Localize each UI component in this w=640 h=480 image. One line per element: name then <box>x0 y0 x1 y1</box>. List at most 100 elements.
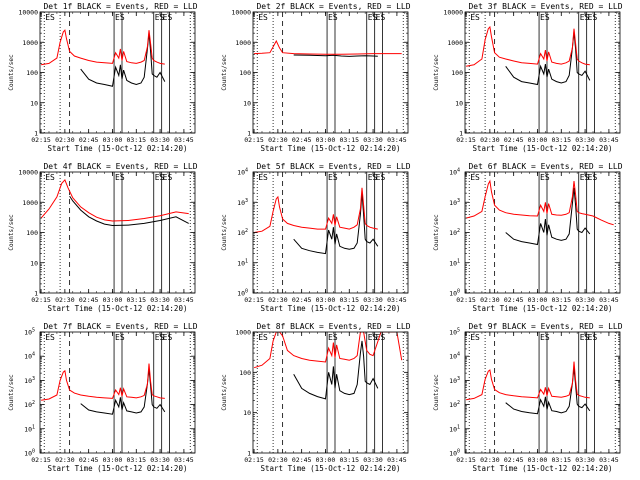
segment-label: ES <box>588 13 598 22</box>
y-tick-label: 102 <box>449 228 460 237</box>
y-tick-label: 1000 <box>235 39 251 47</box>
subplot-title: Det 2f BLACK = Events, RED = LLD <box>256 2 410 11</box>
y-tick-label: 100 <box>239 369 251 377</box>
x-tick-label: 03:15 <box>126 136 146 144</box>
segment-label: ES <box>115 13 125 22</box>
y-tick-label: 1 <box>247 130 251 138</box>
segment-label: ES <box>376 13 386 22</box>
segment-label: ES <box>328 13 338 22</box>
y-tick-label: 105 <box>24 328 35 337</box>
y-tick-exponent: 0 <box>457 289 460 295</box>
y-axis-title: Counts/sec <box>433 54 440 91</box>
segment-label: ES <box>258 173 268 182</box>
x-axis-title: Start Time (15-Oct-12 02:14:20) <box>261 304 401 313</box>
x-tick-label: 02:30 <box>268 456 288 464</box>
x-tick-label: 03:00 <box>528 296 548 304</box>
y-tick-label: 10000 <box>18 169 38 177</box>
y-tick-exponent: 3 <box>457 376 460 382</box>
x-tick-label: 02:45 <box>504 296 524 304</box>
y-tick-label: 103 <box>237 198 248 207</box>
y-axis-title: Counts/sec <box>221 374 228 411</box>
segment-label: ES <box>580 13 590 22</box>
y-tick-exponent: 3 <box>457 198 460 204</box>
y-tick-exponent: 5 <box>32 328 35 334</box>
x-tick-label: 02:45 <box>79 136 99 144</box>
y-tick-label: 101 <box>237 258 248 267</box>
x-tick-label: 03:45 <box>387 296 407 304</box>
x-axis-title: Start Time (15-Oct-12 02:14:20) <box>261 144 401 153</box>
x-tick-label: 03:30 <box>363 136 383 144</box>
lld-series-line <box>465 179 614 226</box>
lld-series-line <box>254 39 402 55</box>
segment-label: ES <box>470 13 480 22</box>
y-tick-label: 1000 <box>22 39 38 47</box>
y-tick-label: 1 <box>34 290 38 298</box>
x-tick-label: 03:15 <box>551 136 571 144</box>
y-tick-label: 100 <box>449 449 460 458</box>
subplot-title: Det 9f BLACK = Events, RED = LLD <box>468 322 622 331</box>
x-tick-label: 03:30 <box>575 136 595 144</box>
y-tick-label: 102 <box>237 228 248 237</box>
segment-label: ES <box>368 333 378 342</box>
x-axis-title: Start Time (15-Oct-12 02:14:20) <box>261 464 401 473</box>
x-tick-label: 03:00 <box>103 456 123 464</box>
segment-label: ES <box>163 333 173 342</box>
y-tick-exponent: 4 <box>32 352 35 358</box>
plot-frame <box>464 331 621 454</box>
y-tick-exponent: 3 <box>245 198 248 204</box>
x-tick-label: 02:15 <box>31 456 51 464</box>
plot-frame <box>252 11 409 134</box>
x-tick-label: 03:45 <box>599 296 619 304</box>
x-tick-label: 02:15 <box>456 456 476 464</box>
lld-series-line <box>253 332 403 369</box>
y-axis-title: Counts/sec <box>8 54 15 91</box>
y-tick-label: 1 <box>34 130 38 138</box>
subplot-title: Det 6f BLACK = Events, RED = LLD <box>468 162 622 171</box>
y-tick-label: 100 <box>239 69 251 77</box>
y-tick-exponent: 3 <box>32 376 35 382</box>
y-tick-label: 104 <box>237 168 248 177</box>
x-tick-label: 02:30 <box>268 136 288 144</box>
lld-series-line <box>40 178 189 222</box>
y-tick-exponent: 0 <box>245 289 248 295</box>
x-tick-label: 03:45 <box>599 136 619 144</box>
x-axis-title: Start Time (15-Oct-12 02:14:20) <box>473 464 613 473</box>
y-axis-title: Counts/sec <box>8 374 15 411</box>
y-tick-exponent: 4 <box>457 168 460 174</box>
x-tick-label: 03:30 <box>150 136 170 144</box>
y-tick-label: 10 <box>30 99 38 107</box>
x-tick-label: 02:15 <box>244 136 264 144</box>
segment-label: ES <box>376 333 386 342</box>
x-tick-label: 03:30 <box>150 296 170 304</box>
segment-label: ES <box>540 173 550 182</box>
y-tick-label: 104 <box>24 352 35 361</box>
y-tick-label: 100 <box>26 69 38 77</box>
x-tick-label: 03:30 <box>363 296 383 304</box>
events-series-line <box>69 195 189 227</box>
segment-label: ES <box>258 333 268 342</box>
y-tick-label: 10 <box>243 99 251 107</box>
y-tick-label: 10 <box>455 99 463 107</box>
segment-label: ES <box>115 333 125 342</box>
x-axis-title: Start Time (15-Oct-12 02:14:20) <box>48 304 188 313</box>
x-axis-title: Start Time (15-Oct-12 02:14:20) <box>473 144 613 153</box>
y-tick-label: 1000 <box>235 329 251 337</box>
y-tick-label: 1 <box>247 450 251 458</box>
x-tick-label: 03:45 <box>599 456 619 464</box>
x-tick-label: 03:15 <box>339 456 359 464</box>
x-tick-label: 02:45 <box>504 136 524 144</box>
subplot-title: Det 4f BLACK = Events, RED = LLD <box>43 162 197 171</box>
y-tick-exponent: 0 <box>32 449 35 455</box>
subplot-title: Det 1f BLACK = Events, RED = LLD <box>43 2 197 11</box>
subplot-title: Det 7f BLACK = Events, RED = LLD <box>43 322 197 331</box>
y-tick-label: 100 <box>24 449 35 458</box>
segment-label: ES <box>45 173 55 182</box>
plot-frame <box>39 331 196 454</box>
segment-label: ES <box>45 333 55 342</box>
x-tick-label: 03:15 <box>339 296 359 304</box>
x-axis-title: Start Time (15-Oct-12 02:14:20) <box>48 144 188 153</box>
y-tick-label: 1000 <box>22 199 38 207</box>
y-tick-label: 1000 <box>447 39 463 47</box>
